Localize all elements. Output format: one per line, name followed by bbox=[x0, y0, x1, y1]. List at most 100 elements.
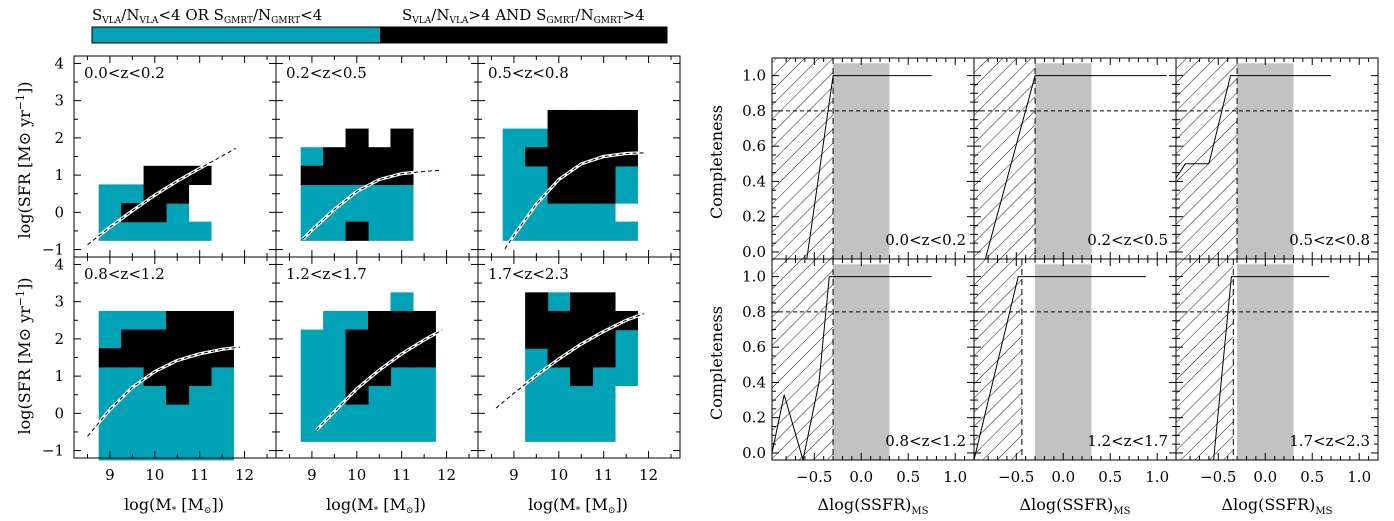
black-bin bbox=[166, 329, 190, 349]
cyan-bin bbox=[368, 385, 392, 405]
black-bin bbox=[166, 366, 190, 387]
x-tick-label: 0.5 bbox=[1300, 468, 1324, 486]
black-bin bbox=[592, 310, 616, 331]
black-bin bbox=[345, 221, 369, 241]
hatched-region bbox=[1176, 259, 1234, 460]
right-ylabel-bottom: Completeness bbox=[707, 306, 726, 420]
y-tick-label: 0.6 bbox=[742, 137, 766, 155]
redshift-label: 0.8<z<1.2 bbox=[885, 432, 966, 450]
main-sequence-curve bbox=[504, 152, 645, 250]
cyan-bin bbox=[502, 147, 526, 167]
cyan-bin bbox=[210, 441, 234, 461]
cyan-bin bbox=[323, 184, 347, 204]
cyan-bin bbox=[412, 404, 436, 424]
cyan-bin bbox=[143, 441, 167, 461]
main-sequence-curve bbox=[302, 169, 443, 240]
black-bin bbox=[570, 128, 594, 148]
cyan-bin bbox=[390, 184, 414, 204]
cyan-bin bbox=[592, 221, 616, 241]
cyan-bin bbox=[412, 385, 436, 405]
completeness-line bbox=[1175, 75, 1331, 179]
cyan-bin bbox=[121, 441, 145, 461]
completeness-panel-3: 0.5<z<0.8 bbox=[1175, 57, 1379, 260]
black-bin bbox=[323, 165, 347, 186]
right-xlabel-2: Δlog(SSFR)MS bbox=[1020, 495, 1131, 517]
cyan-bin bbox=[300, 366, 324, 387]
cyan-bin bbox=[121, 385, 145, 405]
cyan-bin bbox=[390, 221, 414, 241]
black-bin bbox=[188, 329, 212, 349]
panel-frame bbox=[1175, 258, 1379, 461]
cyan-bin bbox=[570, 221, 594, 241]
cyan-bin bbox=[502, 128, 526, 148]
cyan-bin bbox=[166, 203, 190, 223]
completeness-line bbox=[973, 276, 1146, 461]
cyan-bin bbox=[98, 221, 122, 241]
legend-cyan-swatch bbox=[92, 27, 380, 43]
main-sequence-curve bbox=[87, 147, 236, 246]
cyan-bin bbox=[525, 128, 549, 148]
y-tick-label: −1 bbox=[42, 241, 64, 259]
cyan-bin bbox=[188, 221, 212, 241]
cyan-bin bbox=[210, 404, 234, 424]
x-tick-label: 11 bbox=[594, 466, 613, 484]
black-bin bbox=[570, 310, 594, 331]
black-bin bbox=[614, 147, 638, 167]
black-bin bbox=[210, 348, 234, 368]
legend-right-label: SVLA/NVLA>4 AND SGMRT/NGMRT>4 bbox=[402, 6, 645, 26]
cyan-bin bbox=[166, 441, 190, 461]
black-bin bbox=[98, 348, 122, 368]
left-ylabel-bottom: log(SFR [M⊙ yr−1]) bbox=[14, 278, 34, 435]
black-bin bbox=[345, 147, 369, 167]
cyan-bin bbox=[525, 422, 549, 442]
cyan-bin bbox=[121, 221, 145, 241]
black-bin bbox=[166, 165, 190, 186]
black-bin bbox=[570, 292, 594, 312]
cyan-bin bbox=[614, 329, 638, 349]
completeness-panel-5: 1.2<z<1.7 −0.5 0.0 0.5 1.0 bbox=[973, 258, 1177, 486]
black-bin bbox=[345, 385, 369, 405]
black-bin bbox=[121, 329, 145, 349]
x-tick-label: 9 bbox=[509, 466, 519, 484]
redshift-label: 0.2<z<0.5 bbox=[286, 64, 367, 82]
cyan-bin bbox=[592, 385, 616, 405]
cyan-bin bbox=[98, 422, 122, 442]
cyan-bin bbox=[188, 385, 212, 405]
cyan-bin bbox=[412, 422, 436, 442]
cyan-bin bbox=[143, 404, 167, 424]
y-tick-label: 3 bbox=[54, 92, 64, 110]
cyan-bin bbox=[143, 422, 167, 442]
black-bin bbox=[547, 109, 571, 130]
black-bin bbox=[210, 329, 234, 349]
cyan-bin bbox=[614, 366, 638, 387]
y-tick-label: 3 bbox=[54, 293, 64, 311]
cyan-bin bbox=[323, 348, 347, 368]
black-bin bbox=[390, 329, 414, 349]
black-bin bbox=[345, 366, 369, 387]
cyan-bin bbox=[525, 203, 549, 223]
x-tick-label: −0.5 bbox=[796, 468, 832, 486]
cyan-bin bbox=[210, 422, 234, 442]
black-bin bbox=[592, 128, 616, 148]
sfr-panel-6: 1.7<z<2.3 9 10 11 12 bbox=[477, 256, 681, 484]
black-bin bbox=[143, 203, 167, 223]
cyan-bin bbox=[121, 404, 145, 424]
x-tick-label: 0.5 bbox=[896, 468, 920, 486]
black-bin bbox=[368, 348, 392, 368]
cyan-bin bbox=[121, 184, 145, 204]
x-tick-label: 12 bbox=[639, 466, 658, 484]
y-tick-label: 4 bbox=[54, 255, 64, 273]
x-tick-label: 12 bbox=[437, 466, 456, 484]
black-bin bbox=[412, 348, 436, 368]
legend-black-swatch bbox=[380, 27, 667, 43]
cyan-bin bbox=[300, 203, 324, 223]
black-bin bbox=[592, 292, 616, 312]
sfr-panel-2: 0.2<z<0.5 bbox=[275, 55, 479, 258]
cyan-bin bbox=[390, 422, 414, 442]
cyan-bin bbox=[570, 385, 594, 405]
sfr-panel-3: 0.5<z<0.8 bbox=[477, 55, 681, 258]
cyan-bin bbox=[345, 310, 369, 331]
cyan-bin bbox=[300, 348, 324, 368]
x-tick-label: 9 bbox=[105, 466, 115, 484]
completeness-line bbox=[984, 75, 1167, 260]
